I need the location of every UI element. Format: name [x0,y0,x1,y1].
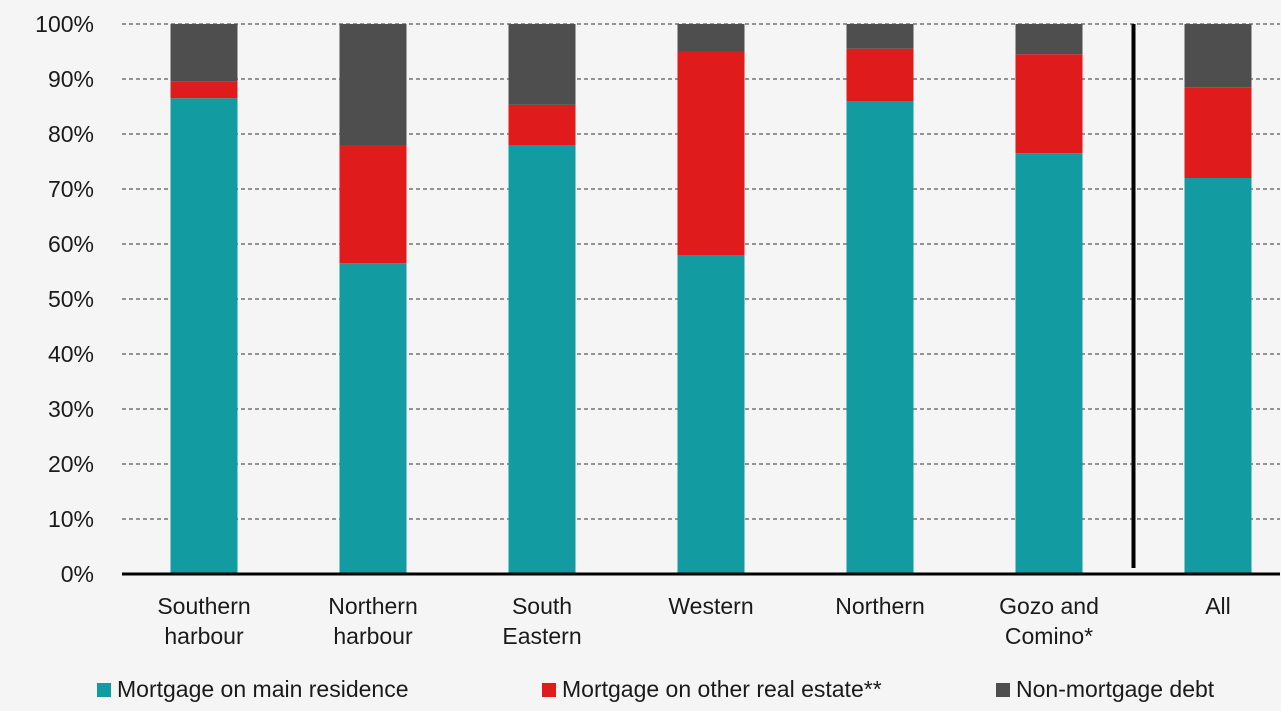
bars [170,24,1252,574]
bar-segment [170,81,238,99]
bar-segment [846,48,914,101]
bar-segment [508,104,576,145]
legend-swatch [542,683,556,697]
bar-segment [846,24,914,49]
y-tick-label: 50% [48,286,94,312]
bar-segment [170,98,238,574]
legend-swatch [996,683,1010,697]
bar-segment [339,263,407,574]
y-tick-label: 90% [48,66,94,92]
legend-label: Mortgage on main residence [117,676,409,702]
gridlines [122,23,1280,520]
bar-segment [1015,153,1083,574]
bar-segment [508,24,576,105]
y-tick-label: 20% [48,451,94,477]
bar-segment [1184,178,1252,574]
y-tick-label: 40% [48,341,94,367]
y-axis-tick-labels: 0% 10% 20% 30% 40% 50% 60% 70% 80% 90% 100% [35,11,94,587]
y-tick-label: 30% [48,396,94,422]
x-category-label: All [1205,593,1231,619]
x-category-label: Eastern [502,623,581,649]
bar-segment [677,51,745,255]
bar-segment [1184,24,1252,88]
x-category-label: Northern [835,593,924,619]
bar-segment [339,24,407,145]
y-tick-label: 0% [61,561,94,587]
bar-segment [508,145,576,574]
x-category-label: Northern [328,593,417,619]
bar-segment [1015,24,1083,55]
legend: Mortgage on main residence Mortgage on ot… [97,676,1215,702]
x-category-label: South [512,593,572,619]
y-tick-label: 80% [48,121,94,147]
bar-segment [677,24,745,52]
y-tick-label: 70% [48,176,94,202]
x-axis-category-labels: Southern harbour Northern harbour South Easte… [157,593,1230,649]
legend-swatch [97,683,111,697]
legend-label: Non-mortgage debt [1016,676,1215,702]
y-tick-label: 60% [48,231,94,257]
x-category-label: harbour [164,623,244,649]
x-category-label: Gozo and [999,593,1099,619]
x-category-label: Comino* [1005,623,1093,649]
x-category-label: Southern [157,593,250,619]
legend-label: Mortgage on other real estate** [562,676,882,702]
bar-segment [846,101,914,574]
x-category-label: Western [668,593,753,619]
x-category-label: harbour [333,623,413,649]
bar-segment [677,255,745,574]
bar-segment [170,24,238,82]
y-tick-label: 100% [35,11,94,37]
y-tick-label: 10% [48,506,94,532]
bar-segment [1015,54,1083,154]
bar-segment [339,145,407,264]
bar-segment [1184,87,1252,178]
